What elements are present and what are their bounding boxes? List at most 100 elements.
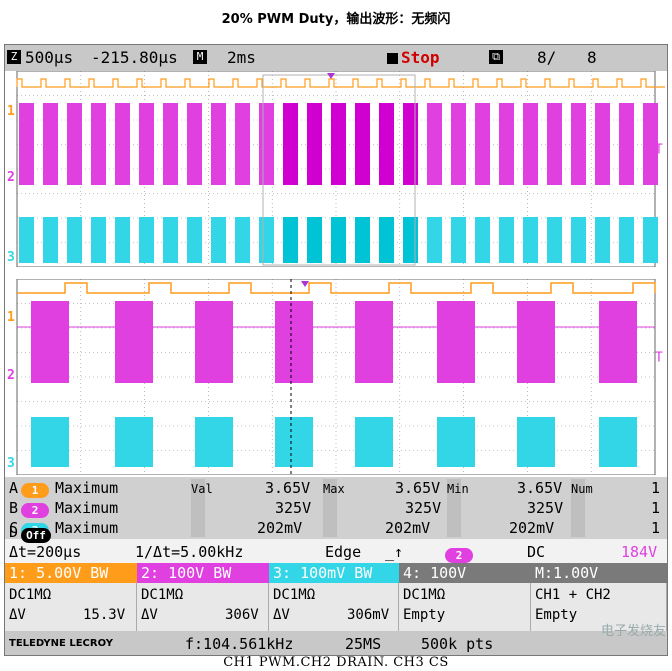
ch3-pulse [547, 217, 562, 263]
ch3-pulse [163, 217, 178, 263]
trigger-level-marker: T [655, 142, 663, 157]
page-title: 20% PWM Duty，输出波形：无频闪 [221, 12, 451, 27]
ch2-pulse [571, 103, 586, 185]
ch3-burst [275, 417, 313, 467]
scope-footer: TELEDYNE LECROY f:104.561kHz 25MS 500k p… [5, 631, 667, 655]
acquisition-count: 8/ [537, 48, 557, 67]
num-column-label: Num [571, 479, 593, 537]
delta-t-readout: Δt=200µs [9, 543, 82, 561]
channel-4-info[interactable]: DC1MΩ Empty [399, 583, 531, 631]
ch2-pulse [235, 103, 250, 185]
bottom-caption: CH1 PWM.CH2 DRAIN. CH3 CS [223, 655, 449, 670]
ch3-pulse [67, 217, 82, 263]
zoom-window [262, 74, 416, 266]
channel-1-marker: 1 [7, 310, 15, 325]
ch2-burst [599, 301, 637, 383]
trigger-position-marker [301, 281, 309, 287]
ch1-waveform [16, 78, 665, 88]
ch3-pulse [331, 217, 346, 263]
graticule-border [16, 279, 656, 475]
ch3-pulse [187, 217, 202, 263]
ch3-pulse [355, 217, 370, 263]
ch2-pulse [475, 103, 490, 185]
ch2-burst [437, 301, 475, 383]
ch1-waveform [17, 282, 656, 294]
math-info[interactable]: CH1 + CH2 Empty [531, 583, 667, 631]
channel-3-tab[interactable]: 3: 100mV BW [269, 563, 399, 583]
ch2-pulse [187, 103, 202, 185]
ch2-pulse [619, 103, 634, 185]
trigger-level[interactable]: 184V [621, 543, 658, 561]
ch2-burst [31, 301, 69, 383]
measurement-table: A 1 Maximum 3.65V 3.65V 3.65V 1 B 2 Maxi… [5, 477, 667, 539]
channel-1-marker: 1 [7, 104, 15, 119]
ch3-burst [115, 417, 153, 467]
ch3-burst [31, 417, 69, 467]
ch3-pulse [595, 217, 610, 263]
run-state[interactable]: Stop [387, 48, 440, 67]
ch3-pulse [403, 217, 418, 263]
ch3-pulse [379, 217, 394, 263]
ch2-pulse [523, 103, 538, 185]
ch3-pulse [283, 217, 298, 263]
value-column-label: Val [191, 479, 213, 537]
acquisition-icon: ⧉ [489, 50, 503, 64]
sample-rate-readout: 25MS [345, 635, 382, 653]
timebase-readout[interactable]: 500µs [25, 48, 74, 67]
ch3-pulse [643, 217, 658, 263]
ch3-pulse [427, 217, 442, 263]
ch2-pulse [547, 103, 562, 185]
ch3-pulse [307, 217, 322, 263]
ch3-burst [517, 417, 555, 467]
channel-1-tab[interactable]: 1: 5.00V BW [5, 563, 137, 583]
zoom-waveform-area: 1 2 3 T [7, 71, 665, 267]
ch2-pulse [451, 103, 466, 185]
ch3-pulse [115, 217, 130, 263]
channel-2-tab[interactable]: 2: 100V BW [137, 563, 269, 583]
math-tab[interactable]: M:1.00V [531, 563, 667, 583]
ch3-pulse [91, 217, 106, 263]
ch2-pulse [211, 103, 226, 185]
trigger-coupling[interactable]: DC [527, 543, 546, 561]
ch3-pulse [523, 217, 538, 263]
channel-3-marker: 3 [7, 250, 15, 265]
scope-top-bar: Z 500µs -215.80µs M 2ms Stop ⧉ 8/ 8 [5, 45, 667, 71]
ch3-pulse [235, 217, 250, 263]
measurement-row-d-letter: D [9, 523, 19, 541]
measurement-d-state[interactable]: Off [21, 528, 51, 543]
ch3-pulse [139, 217, 154, 263]
trigger-type[interactable]: Edge [325, 543, 362, 561]
channel-2-info[interactable]: DC1MΩ ΔV 306V [137, 583, 269, 631]
ch2-burst [517, 301, 555, 383]
trigger-position-marker [327, 73, 335, 79]
ch2-burst [275, 301, 313, 383]
delay-readout[interactable]: -215.80µs [91, 48, 178, 67]
zoom-icon[interactable]: Z [7, 50, 21, 64]
ch3-pulse [499, 217, 514, 263]
watermark: 电子发烧友 [600, 624, 666, 639]
ch3-pulse [43, 217, 58, 263]
ch2-pulse [499, 103, 514, 185]
acquisition-total: 8 [587, 48, 597, 67]
ch2-pulse [355, 103, 370, 185]
oscilloscope-screen: Z 500µs -215.80µs M 2ms Stop ⧉ 8/ 8 1 2 3 T… [4, 44, 668, 656]
ch3-pulse [451, 217, 466, 263]
ch2-pulse [427, 103, 442, 185]
ch3-pulse [211, 217, 226, 263]
channel-badge: 1 [21, 483, 49, 498]
channel-1-info[interactable]: DC1MΩ ΔV 15.3V [5, 583, 137, 631]
measurement-row-a[interactable]: A 1 Maximum 3.65V 3.65V 3.65V 1 [9, 479, 661, 498]
channel-3-info[interactable]: DC1MΩ ΔV 306mV [269, 583, 399, 631]
ch2-pulse [67, 103, 82, 185]
channel-4-tab[interactable]: 4: 100V [399, 563, 531, 583]
main-timebase-readout[interactable]: 2ms [227, 48, 256, 67]
channel-2-marker: 2 [7, 368, 15, 383]
main-waveform-area: 1 2 3 T [7, 279, 663, 475]
trigger-channel-badge[interactable]: 2 [445, 548, 473, 563]
brand-logo: TELEDYNE LECROY [9, 638, 113, 649]
ch3-burst [355, 417, 393, 467]
ch2-pulse [163, 103, 178, 185]
ch2-pulse [307, 103, 322, 185]
measurement-row-b[interactable]: B 2 Maximum 325V 325V 325V 1 [9, 499, 661, 518]
ch2-pulse [283, 103, 298, 185]
